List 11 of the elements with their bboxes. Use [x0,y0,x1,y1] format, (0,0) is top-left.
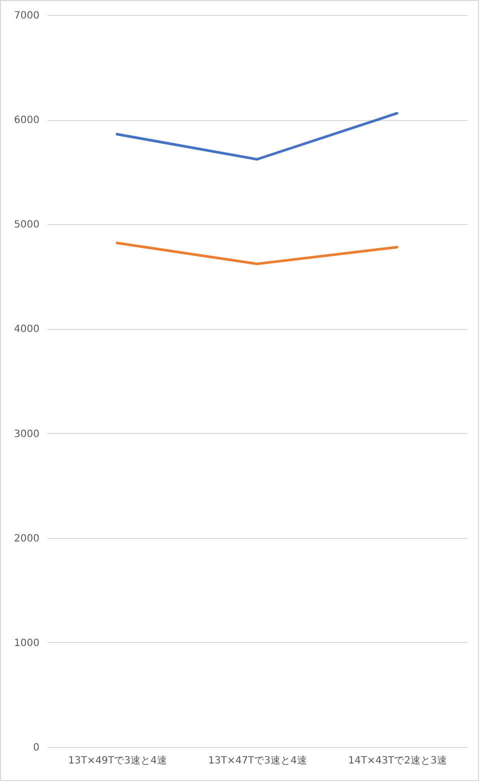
y-tick-label: 2000 [14,533,40,544]
y-tick-label: 1000 [14,638,40,649]
y-tick-label: 6000 [14,115,40,126]
y-tick-label: 3000 [14,428,40,440]
y-tick-label: 5000 [14,220,40,231]
x-tick-label: 14T×43Tで2速と3速 [348,754,447,766]
y-tick-label: 0 [33,742,40,754]
y-tick-label: 4000 [14,324,40,336]
y-tick-label: 7000 [14,10,40,22]
x-tick-label: 13T×47Tで3速と4速 [208,754,307,766]
x-tick-label: 13T×49Tで3速と4速 [68,754,167,766]
